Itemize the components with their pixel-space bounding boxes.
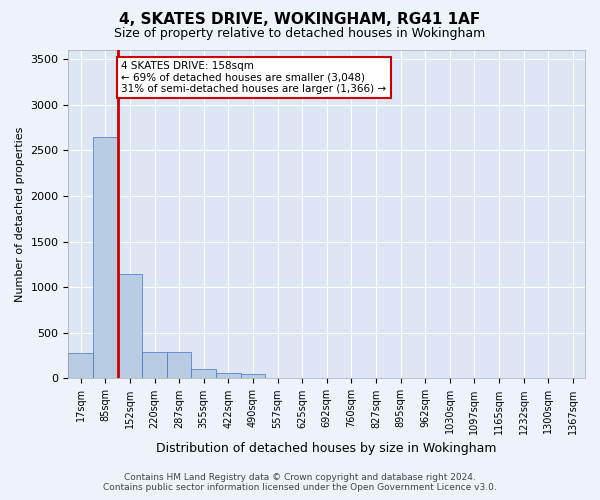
Bar [167,352,191,378]
Text: Size of property relative to detached houses in Wokingham: Size of property relative to detached ho… [115,28,485,40]
Bar [93,136,118,378]
Bar [118,274,142,378]
X-axis label: Distribution of detached houses by size in Wokingham: Distribution of detached houses by size … [157,442,497,455]
Text: 4, SKATES DRIVE, WOKINGHAM, RG41 1AF: 4, SKATES DRIVE, WOKINGHAM, RG41 1AF [119,12,481,28]
Bar [68,353,93,378]
Bar [191,370,216,378]
Text: 4 SKATES DRIVE: 158sqm
← 69% of detached houses are smaller (3,048)
31% of semi-: 4 SKATES DRIVE: 158sqm ← 69% of detached… [121,61,386,94]
Y-axis label: Number of detached properties: Number of detached properties [15,126,25,302]
Bar [241,374,265,378]
Bar [142,352,167,378]
Bar [216,373,241,378]
Text: Contains HM Land Registry data © Crown copyright and database right 2024.
Contai: Contains HM Land Registry data © Crown c… [103,473,497,492]
